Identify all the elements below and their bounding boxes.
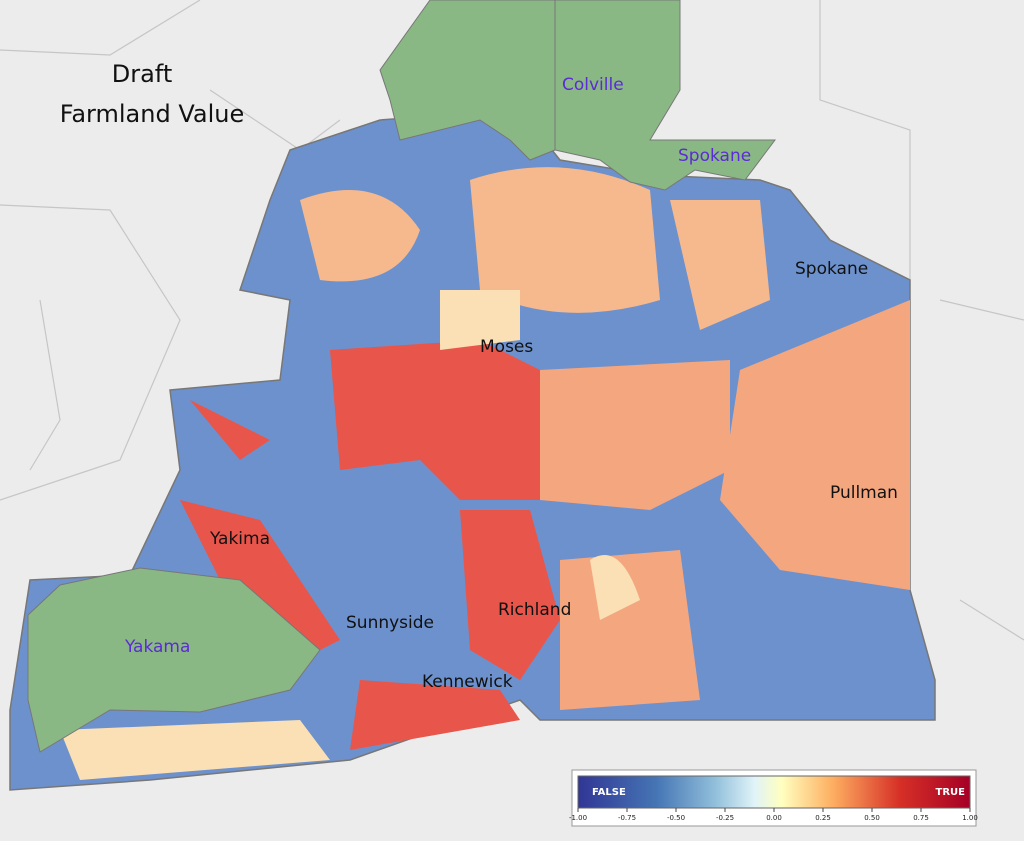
title-line: Farmland Value	[60, 100, 245, 128]
reservation-label: Yakama	[124, 637, 190, 657]
reservations	[27, 0, 776, 753]
place-label: Pullman	[830, 483, 898, 503]
tick-label: 0.00	[766, 814, 782, 822]
legend: FALSE TRUE -1.00 -0.75 -0.50 -0.25 0.00 0.25 0…	[569, 769, 978, 827]
legend-low: FALSE	[592, 787, 626, 798]
place-label: Moses	[480, 337, 533, 357]
tick-label: -0.25	[716, 814, 734, 822]
place-label: Kennewick	[422, 672, 513, 692]
tick-label: 1.00	[962, 814, 978, 822]
tick-label: -0.50	[667, 814, 685, 822]
reservation-label: Colville	[562, 75, 624, 95]
reservation-label: Spokane	[678, 146, 751, 166]
colorbar	[577, 775, 971, 809]
tick-label: 0.75	[913, 814, 929, 822]
title-line: Draft	[112, 60, 173, 88]
tick-label: -0.75	[618, 814, 636, 822]
tick-label: 0.25	[815, 814, 831, 822]
tick-label: -1.00	[569, 814, 587, 822]
place-label: Richland	[498, 600, 571, 620]
tick-label: 0.50	[864, 814, 880, 822]
place-label: Yakima	[209, 529, 270, 549]
legend-high: TRUE	[936, 787, 966, 798]
place-label: Spokane	[795, 259, 868, 279]
place-label: Sunnyside	[346, 613, 434, 633]
value-areas	[60, 167, 910, 780]
